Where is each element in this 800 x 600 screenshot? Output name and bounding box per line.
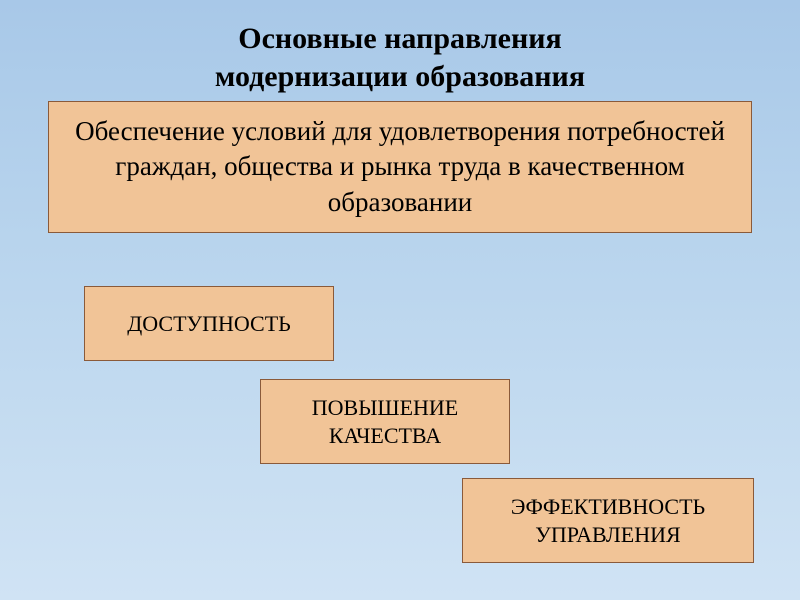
title-line-2: модернизации образования: [215, 60, 585, 93]
quality-box: ПОВЫШЕНИЕ КАЧЕСТВА: [260, 379, 510, 464]
slide-title: Основные направления модернизации образо…: [0, 0, 800, 95]
accessibility-box: ДОСТУПНОСТЬ: [84, 286, 334, 361]
main-description-box: Обеспечение условий для удовлетворения п…: [48, 101, 752, 233]
accessibility-label: ДОСТУПНОСТЬ: [127, 310, 291, 338]
management-label: ЭФФЕКТИВНОСТЬ УПРАВЛЕНИЯ: [511, 493, 705, 548]
title-line-1: Основные направления: [238, 22, 562, 55]
main-description-text: Обеспечение условий для удовлетворения п…: [63, 114, 737, 219]
management-box: ЭФФЕКТИВНОСТЬ УПРАВЛЕНИЯ: [462, 478, 754, 563]
quality-label: ПОВЫШЕНИЕ КАЧЕСТВА: [312, 394, 458, 449]
